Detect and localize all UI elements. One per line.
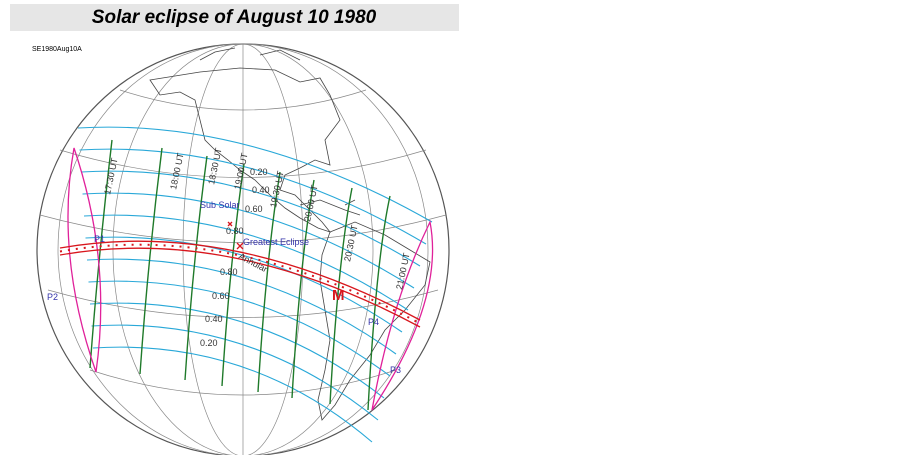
magnitude-curve — [88, 280, 391, 377]
penumbra-limits — [67, 147, 434, 411]
time-curve — [221, 163, 245, 387]
time-curve — [291, 179, 315, 399]
title: Solar eclipse of August 10 1980 — [92, 7, 377, 28]
greatest-eclipse-label: Greatest Eclipse — [243, 237, 309, 247]
map-code: SE1980Aug10A — [32, 46, 82, 53]
time-label: 18:00 UT — [168, 152, 186, 191]
contact-label: P1 — [94, 234, 105, 244]
magnitude-label: 0.40 — [205, 314, 223, 324]
time-label: 17:30 UT — [102, 157, 120, 196]
magnitude-curve — [86, 258, 397, 355]
time-lines — [89, 139, 391, 411]
magnitude-curve — [83, 214, 409, 311]
magnitude-curve — [80, 170, 421, 267]
magnitude-label: 0.60 — [245, 204, 263, 214]
magnitude-curve — [89, 302, 385, 399]
sub-solar-marker — [227, 221, 233, 227]
time-curve — [139, 147, 163, 375]
time-curve — [329, 187, 353, 405]
mid-marker: M — [332, 287, 345, 304]
magnitude-curve — [79, 148, 427, 245]
contact-label: P4 — [368, 317, 379, 327]
contact-label: P2 — [47, 292, 58, 302]
magnitude-label: 0.80 — [220, 267, 238, 277]
greatest-eclipse-marker — [236, 242, 244, 250]
time-label: 18:30 UT — [206, 147, 224, 186]
time-label: 19:30 UT — [268, 170, 286, 209]
magnitude-label: 0.80 — [226, 226, 244, 236]
sub-solar-label: Sub Solar — [200, 200, 240, 210]
magnitude-curve — [91, 324, 379, 421]
magnitude-label: 0.20 — [200, 338, 218, 348]
title-band — [10, 4, 459, 31]
time-label: 19:00 UT — [232, 152, 250, 191]
magnitude-label: 0.40 — [252, 185, 270, 195]
magnitude-curve — [92, 346, 373, 443]
magnitude-lines — [77, 126, 433, 443]
magnitude-curve — [85, 236, 403, 333]
central-path — [59, 240, 421, 328]
magnitude-curve — [77, 126, 433, 223]
contact-label: P3 — [390, 365, 401, 375]
magnitude-label: 0.60 — [212, 291, 230, 301]
time-curve — [367, 195, 391, 411]
time-curve — [184, 155, 208, 381]
magnitude-curve — [82, 192, 415, 289]
time-curve — [89, 139, 113, 369]
time-curve — [257, 171, 281, 393]
magnitude-label: 0.20 — [250, 167, 268, 177]
